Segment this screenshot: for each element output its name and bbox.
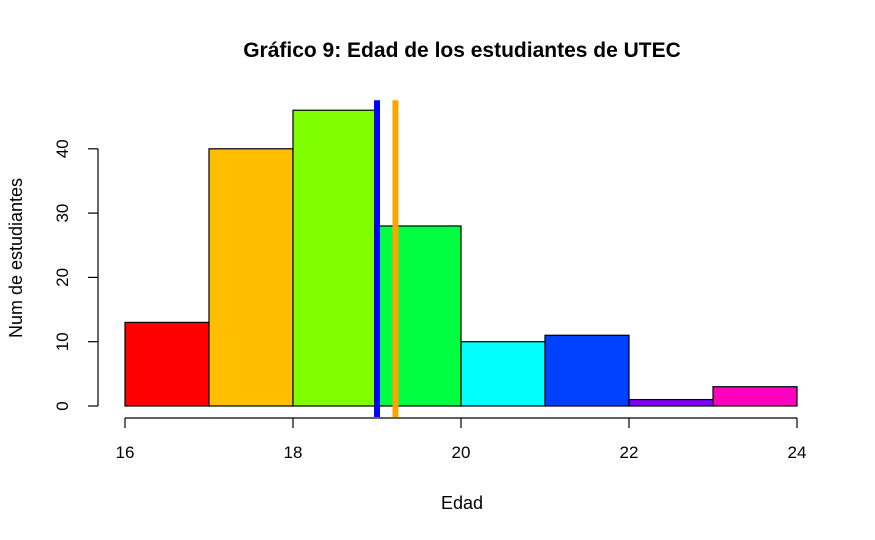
histogram-bar-19-20	[376, 225, 462, 407]
y-axis: 0 10 20 30 40	[53, 139, 99, 411]
x-tick-label: 24	[788, 443, 807, 462]
x-tick-label: 20	[452, 443, 471, 462]
y-tick-label: 20	[53, 268, 72, 287]
x-axis-label: Edad	[441, 493, 483, 513]
histogram-bar-23-24	[712, 386, 798, 407]
histogram-bar-22-23	[628, 398, 714, 407]
y-tick-label: 40	[53, 139, 72, 158]
chart-title: Gráfico 9: Edad de los estudiantes de UT…	[243, 39, 681, 62]
histogram-bar-17-18	[208, 148, 294, 407]
bars-group	[124, 109, 798, 407]
y-tick-label: 30	[53, 204, 72, 223]
x-tick-label: 18	[284, 443, 303, 462]
reference-lines-group	[374, 100, 399, 417]
histogram-bar-18-19	[292, 109, 378, 407]
x-axis: 16 18 20 22 24	[116, 417, 807, 462]
histogram-bar-20-21	[460, 341, 546, 407]
x-tick-label: 16	[116, 443, 135, 462]
histogram-bar-16-17	[124, 321, 210, 407]
y-tick-label: 0	[53, 401, 72, 410]
x-tick-label: 22	[620, 443, 639, 462]
y-axis-label: Num de estudiantes	[6, 178, 26, 338]
histogram-bar-21-22	[544, 334, 630, 407]
y-tick-label: 10	[53, 332, 72, 351]
